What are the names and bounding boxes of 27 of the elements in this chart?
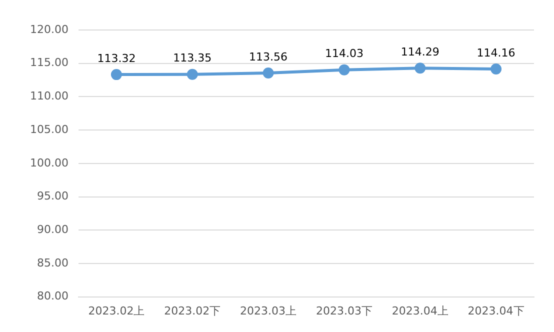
x-tick-label: 2023.02上: [88, 304, 145, 318]
y-tick-label: 80.00: [36, 290, 68, 303]
point: [110, 69, 122, 80]
point: [338, 64, 350, 76]
y-tick-label: 120.00: [30, 22, 68, 36]
data-label: 114.03: [324, 47, 364, 60]
x-tick-label: 2023.04下: [468, 304, 524, 318]
point: [490, 63, 502, 74]
data-label: 114.16: [476, 46, 516, 60]
data-label: 113.56: [249, 50, 288, 64]
data-label: 113.35: [173, 52, 212, 65]
y-tick-label: 115.00: [30, 56, 68, 70]
point: [262, 67, 274, 78]
y-tick-label: 85.00: [36, 256, 68, 270]
y-tick-label: 110.00: [30, 90, 68, 103]
y-tick-label: 95.00: [36, 190, 68, 203]
y-tick-label: 105.00: [30, 122, 68, 136]
x-tick-label: 2023.04上: [392, 304, 448, 318]
x-tick-label: 2023.03下: [316, 304, 372, 318]
data-label: 114.29: [400, 45, 440, 58]
y-tick-label: 90.00: [36, 222, 68, 236]
data-label: 113.32: [97, 52, 136, 65]
point: [186, 68, 198, 80]
y-tick-label: 100.00: [30, 156, 68, 170]
x-tick-label: 2023.03上: [240, 304, 297, 318]
point: [414, 62, 426, 74]
x-tick-label: 2023.02下: [164, 304, 221, 318]
